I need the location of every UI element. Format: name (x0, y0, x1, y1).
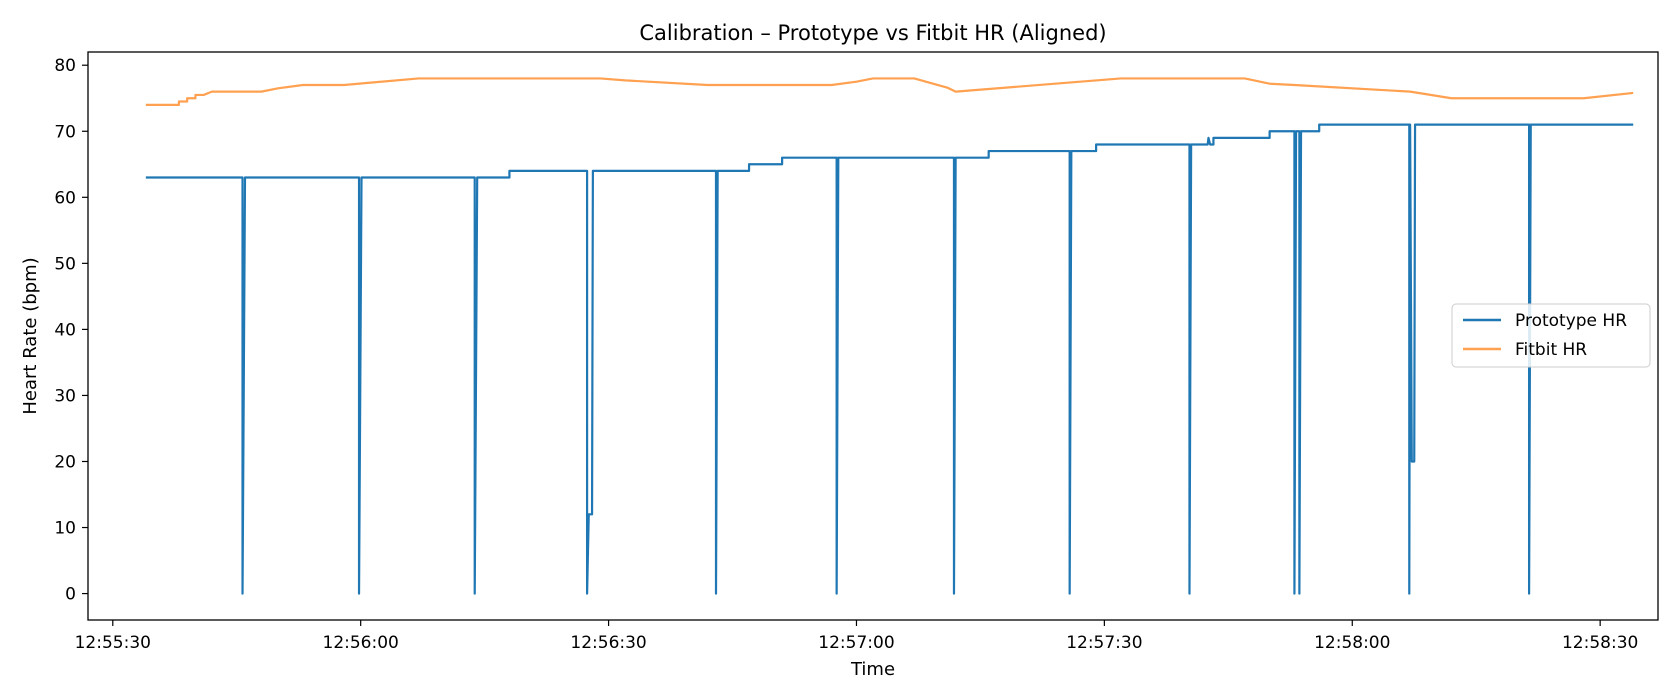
y-axis-label: Heart Rate (bpm) (20, 257, 41, 414)
y-tick-label: 80 (54, 56, 76, 76)
x-tick-label: 12:58:00 (1314, 633, 1390, 653)
x-axis: 12:55:30 12:56:00 12:56:30 12:57:00 12:57:30… (75, 620, 1638, 653)
y-axis: 0 10 20 30 40 50 60 70 80 (54, 56, 88, 605)
x-tick-label: 12:58:30 (1562, 633, 1638, 653)
x-axis-label: Time (850, 659, 895, 680)
y-tick-label: 60 (54, 188, 76, 208)
legend-label-prototype: Prototype HR (1515, 311, 1627, 331)
x-tick-label: 12:57:00 (818, 633, 894, 653)
x-tick-label: 12:57:30 (1066, 633, 1142, 653)
chart-title: Calibration – Prototype vs Fitbit HR (Al… (639, 21, 1106, 45)
legend-label-fitbit: Fitbit HR (1515, 340, 1587, 360)
legend: Prototype HR Fitbit HR (1451, 303, 1651, 368)
y-tick-label: 70 (54, 122, 76, 142)
y-tick-label: 0 (65, 585, 76, 605)
y-tick-label: 40 (54, 320, 76, 340)
series-line-fitbit-hr (145, 77, 1634, 106)
plot-area (87, 51, 1659, 621)
series-line-prototype-hr (145, 123, 1634, 595)
x-tick-label: 12:56:00 (323, 633, 399, 653)
y-tick-label: 10 (54, 519, 76, 539)
x-tick-label: 12:56:30 (570, 633, 646, 653)
y-tick-label: 30 (54, 386, 76, 406)
series-layer (145, 77, 1634, 595)
x-tick-label: 12:55:30 (75, 633, 151, 653)
legend-box (1451, 303, 1651, 368)
y-tick-label: 20 (54, 452, 76, 472)
y-tick-label: 50 (54, 254, 76, 274)
